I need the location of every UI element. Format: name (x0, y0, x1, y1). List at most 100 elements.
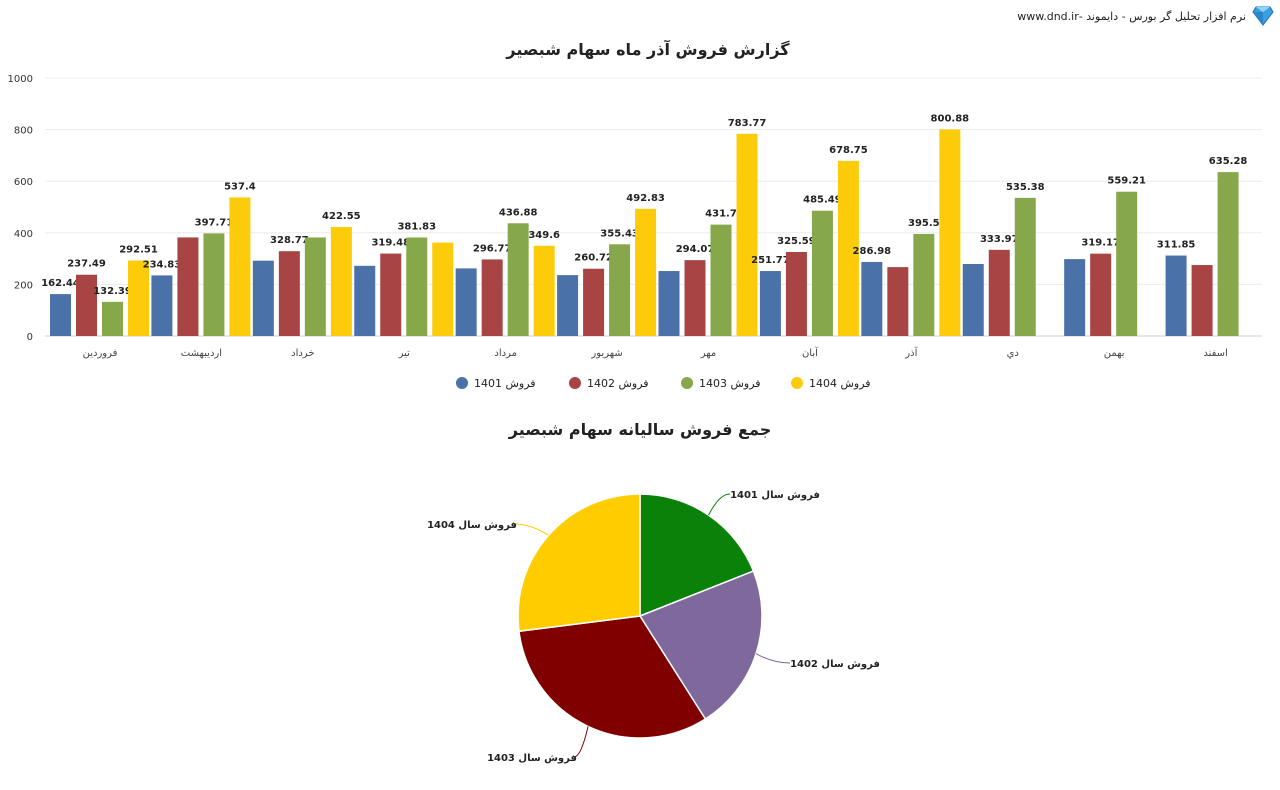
bar (203, 233, 225, 336)
bar (380, 253, 402, 336)
data-label: 635.28 (1209, 156, 1248, 167)
data-label: 381.83 (397, 221, 436, 232)
bar (128, 260, 149, 336)
x-tick-label: تیر (398, 348, 411, 359)
data-label: 800.88 (931, 113, 970, 124)
bar (609, 244, 631, 336)
bar (583, 268, 605, 336)
pie-leader-line (573, 726, 589, 758)
data-label: 436.88 (499, 207, 538, 218)
data-label: 783.77 (728, 118, 767, 129)
legend-label: فروش 1404 (809, 377, 871, 390)
x-tick-label: خرداد (291, 348, 314, 359)
bar (50, 294, 71, 336)
x-tick-label: آبان (802, 346, 819, 359)
pie-leader-line (708, 493, 731, 516)
bar (507, 223, 529, 336)
legend-label: فروش 1403 (699, 377, 761, 390)
data-label: 537.4 (224, 181, 256, 192)
bar (988, 249, 1010, 336)
data-label: 260.72 (574, 253, 613, 264)
bar (861, 261, 883, 336)
header: نرم افزار تحلیل گر بورس - دایموند -www.d… (1017, 4, 1274, 28)
data-label: 292.51 (119, 245, 158, 256)
bar (432, 242, 454, 336)
bar-chart-y-axis: 0 200 400 600 800 1000 (8, 74, 33, 343)
bar (1217, 172, 1239, 336)
data-label: 237.49 (67, 259, 106, 270)
legend-marker (681, 377, 693, 389)
data-label: 349.6 (528, 230, 560, 241)
bar (887, 267, 909, 336)
bar (252, 260, 274, 336)
bar (533, 245, 555, 336)
pie-leader-line (755, 653, 791, 664)
bar (151, 275, 173, 336)
bar (736, 133, 758, 336)
bar (304, 237, 326, 336)
data-label: 559.21 (1107, 176, 1146, 187)
data-label: 319.48 (371, 238, 410, 249)
pie-slice-label: فروش سال 1403 (487, 753, 577, 764)
data-label: 485.49 (803, 195, 842, 206)
y-tick-label: 200 (14, 280, 33, 291)
pie-leader-line (513, 523, 549, 536)
bar (330, 226, 352, 336)
bar (1116, 191, 1138, 336)
legend-marker (569, 377, 581, 389)
data-label: 535.38 (1006, 182, 1045, 193)
bar (557, 275, 579, 336)
data-label: 162.44 (41, 278, 80, 289)
y-tick-label: 0 (27, 332, 33, 343)
bar (1014, 197, 1036, 336)
diamond-icon (1252, 6, 1274, 26)
bar (354, 265, 376, 336)
legend-marker (791, 377, 803, 389)
bar-chart-title: گزارش فروش آذر ماه سهام شبصیر (505, 39, 790, 59)
bar (1064, 259, 1086, 336)
pie-slice-label: فروش سال 1402 (790, 659, 880, 670)
data-label: 132.39 (93, 286, 132, 297)
data-label: 397.71 (195, 217, 234, 228)
bar-chart-legend: فروش 1401 فروش 1402 فروش 1403 فروش 1404 (456, 377, 871, 390)
bar (837, 160, 859, 336)
bar (939, 129, 961, 336)
y-tick-label: 800 (14, 126, 33, 137)
data-label: 422.55 (322, 211, 361, 222)
bar (481, 259, 503, 336)
data-label: 395.5 (908, 218, 940, 229)
x-tick-label: اسفند (1203, 348, 1227, 359)
pie-chart-plot: فروش سال 1401 فروش سال 1402 فروش سال 1403 ف… (427, 490, 880, 764)
data-label: 355.43 (600, 228, 639, 239)
bar (811, 210, 833, 336)
bar (913, 233, 935, 336)
x-tick-label: فروردین (83, 348, 118, 359)
legend-label: فروش 1402 (587, 377, 649, 390)
bar (177, 237, 199, 336)
legend-marker (456, 377, 468, 389)
data-label: 333.97 (980, 234, 1019, 245)
bar (635, 208, 657, 336)
brand-text: نرم افزار تحلیل گر بورس - دایموند -www.d… (1017, 9, 1246, 23)
y-tick-label: 1000 (8, 74, 33, 85)
bar-chart-plot: 162.44 237.49 132.39 292.51 234.83 397.71 537.… (41, 113, 1247, 336)
x-tick-label: آذر (904, 346, 918, 359)
data-label: 319.17 (1081, 238, 1120, 249)
pie-slice (517, 493, 641, 633)
bar (278, 251, 300, 336)
bar (759, 271, 781, 336)
pie-slice-label: فروش سال 1401 (730, 490, 820, 501)
data-label: 492.83 (626, 193, 665, 204)
x-tick-label: بهمن (1104, 348, 1125, 359)
bar (76, 274, 97, 336)
bar (658, 271, 680, 336)
data-label: 251.77 (751, 255, 790, 266)
pie-slice-label: فروش سال 1404 (427, 520, 517, 531)
data-label: 234.83 (143, 259, 182, 270)
bar (962, 264, 984, 336)
pie-slice (638, 570, 763, 721)
data-label: 294.07 (676, 244, 715, 255)
pie-chart-title: جمع فروش سالیانه سهام شبصیر (508, 420, 771, 439)
bar (229, 197, 251, 336)
bar (684, 260, 706, 336)
